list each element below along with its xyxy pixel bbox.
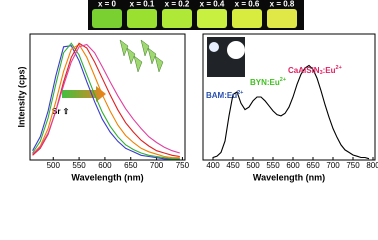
polyhedron	[126, 47, 136, 65]
sample-photo	[92, 9, 122, 28]
y-axis-label: Intensity (cps)	[16, 66, 26, 127]
series-line	[32, 45, 180, 160]
polyhedron	[119, 39, 129, 57]
annotation-suffix: :Eu	[323, 66, 336, 75]
x-tick-label: 500	[246, 161, 260, 170]
x-tick-label: 650	[124, 161, 138, 170]
x-tick-label: 500	[47, 161, 61, 170]
sample-label: x = 0.1	[130, 0, 155, 9]
figure: x = 0 x = 0.1 x = 0.2 x = 0.4 x = 0.6 x = 0.8…	[16, 0, 378, 183]
sample-label: x = 0.8	[270, 0, 295, 9]
sample-photo	[232, 9, 262, 28]
series-line	[32, 43, 180, 159]
sample-label: x = 0	[98, 0, 117, 9]
polyhedron	[154, 55, 164, 73]
led-glow	[227, 41, 245, 59]
plot-frame	[202, 33, 376, 161]
sample-photo	[197, 9, 227, 28]
crystal-inset	[119, 39, 164, 73]
x-axis-label: Wavelength (nm)	[71, 172, 143, 182]
annotation-sub: 3	[320, 70, 323, 76]
annotation: BYN:Eu2+	[250, 77, 286, 87]
led-glow	[209, 42, 219, 52]
annotation-sup: 2+	[336, 65, 342, 71]
x-tick-label: 550	[72, 161, 86, 170]
x-tick-label: 400	[206, 161, 220, 170]
annotation-sup: 2+	[237, 90, 243, 96]
x-axis-label: Wavelength (nm)	[253, 172, 325, 182]
x-tick-label: 800	[366, 161, 378, 170]
sample-photo	[127, 9, 157, 28]
plot-frame	[29, 33, 186, 161]
x-tick-label: 750	[176, 161, 190, 170]
series-line	[32, 43, 180, 155]
x-tick-label: 550	[266, 161, 280, 170]
sample-label: x = 0.4	[200, 0, 225, 9]
annotation: BAM:Eu2+	[206, 90, 243, 100]
annotation-text: CaAlSiN	[288, 66, 320, 75]
polyhedron	[133, 55, 143, 73]
sample-label: x = 0.2	[165, 0, 190, 9]
x-tick-label: 700	[150, 161, 164, 170]
x-tick-label: 450	[226, 161, 240, 170]
sample-photo	[162, 9, 192, 28]
sample-photo	[267, 9, 297, 28]
sample-label: x = 0.6	[235, 0, 260, 9]
annotation: CaAlSiN3:Eu2+	[288, 65, 342, 76]
series-line	[212, 64, 370, 160]
annotation-text: BAM:Eu	[206, 91, 237, 100]
polyhedron	[147, 47, 157, 65]
x-tick-label: 700	[326, 161, 340, 170]
x-tick-label: 600	[98, 161, 112, 170]
annotation-text: BYN:Eu	[250, 78, 280, 87]
shift-arrow	[62, 86, 106, 102]
annotation: Sr ⇧	[52, 107, 69, 116]
series-line	[32, 42, 180, 160]
polyhedron	[140, 39, 150, 57]
x-tick-label: 750	[346, 161, 360, 170]
x-tick-label: 600	[286, 161, 300, 170]
x-tick-label: 650	[306, 161, 320, 170]
annotation-sup: 2+	[280, 77, 286, 83]
